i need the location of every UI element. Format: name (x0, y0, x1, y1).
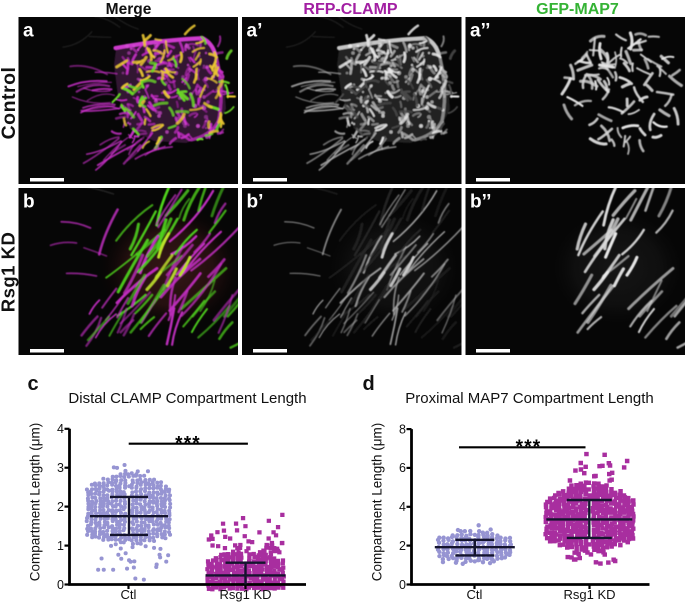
svg-text:3: 3 (57, 461, 64, 475)
svg-text:***: *** (516, 437, 542, 458)
svg-text:Compartment Length (μm): Compartment Length (μm) (370, 423, 385, 582)
svg-text:Ctl: Ctl (467, 587, 483, 602)
svg-text:Rsg1 KD: Rsg1 KD (0, 232, 19, 313)
svg-text:b’’: b’’ (470, 192, 491, 213)
svg-text:RFP-CLAMP: RFP-CLAMP (303, 1, 398, 18)
svg-text:4: 4 (57, 422, 64, 436)
svg-text:Compartment Length (μm): Compartment Length (μm) (28, 423, 43, 582)
svg-text:GFP-MAP7: GFP-MAP7 (536, 1, 619, 18)
svg-text:6: 6 (399, 461, 406, 475)
svg-text:4: 4 (399, 500, 406, 514)
svg-text:0: 0 (399, 578, 406, 592)
svg-text:Merge: Merge (106, 1, 152, 18)
svg-text:Proximal MAP7 Compartment Leng: Proximal MAP7 Compartment Length (405, 390, 653, 407)
svg-text:d: d (363, 373, 375, 395)
svg-text:Control: Control (0, 67, 20, 140)
svg-text:2: 2 (399, 539, 406, 553)
svg-text:Rsg1 KD: Rsg1 KD (219, 587, 271, 602)
svg-text:Ctl: Ctl (121, 587, 137, 602)
svg-text:Rsg1 KD: Rsg1 KD (563, 587, 615, 602)
svg-text:8: 8 (399, 422, 406, 436)
svg-text:2: 2 (57, 500, 64, 514)
svg-text:***: *** (175, 434, 201, 455)
svg-text:a’’: a’’ (470, 21, 490, 42)
svg-text:b’: b’ (247, 192, 264, 213)
svg-text:0: 0 (57, 578, 64, 592)
svg-text:a: a (23, 21, 34, 42)
svg-text:a’: a’ (247, 21, 263, 42)
svg-text:1: 1 (57, 539, 64, 553)
svg-text:c: c (28, 373, 39, 395)
svg-text:Distal CLAMP Compartment Lengt: Distal CLAMP Compartment Length (68, 390, 306, 407)
svg-text:b: b (23, 192, 35, 213)
